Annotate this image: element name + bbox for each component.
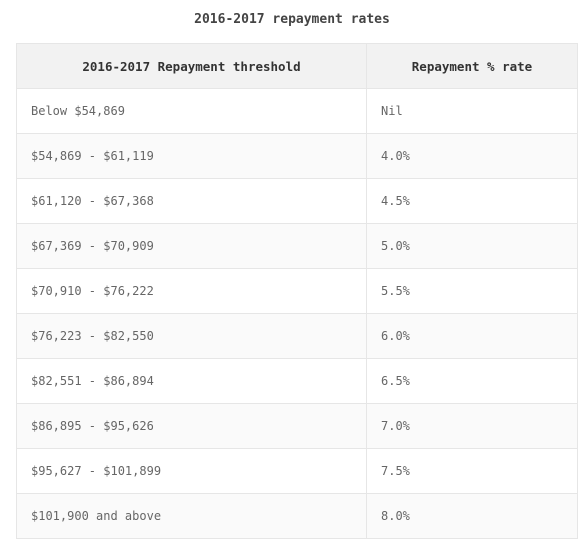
table-row: $76,223 - $82,550 6.0% xyxy=(16,313,578,359)
header-threshold: 2016-2017 Repayment threshold xyxy=(16,43,367,89)
rate-cell: 8.0% xyxy=(366,493,578,539)
rate-cell: 5.5% xyxy=(366,268,578,314)
rate-cell: 4.5% xyxy=(366,178,578,224)
header-rate: Repayment % rate xyxy=(366,43,578,89)
rate-cell: 4.0% xyxy=(366,133,578,179)
threshold-cell: $70,910 - $76,222 xyxy=(16,268,367,314)
rate-cell: 6.5% xyxy=(366,358,578,404)
threshold-cell: $101,900 and above xyxy=(16,493,367,539)
repayment-rates-table: 2016-2017 Repayment threshold Repayment … xyxy=(16,43,578,539)
table-header-row: 2016-2017 Repayment threshold Repayment … xyxy=(16,43,578,89)
rate-cell: 5.0% xyxy=(366,223,578,269)
table-row: $70,910 - $76,222 5.5% xyxy=(16,268,578,314)
table-row: $54,869 - $61,119 4.0% xyxy=(16,133,578,179)
threshold-cell: $95,627 - $101,899 xyxy=(16,448,367,494)
table-row: $67,369 - $70,909 5.0% xyxy=(16,223,578,269)
table-caption: 2016-2017 repayment rates xyxy=(194,12,390,27)
table-row: $95,627 - $101,899 7.5% xyxy=(16,448,578,494)
rate-cell: Nil xyxy=(366,88,578,134)
threshold-cell: $86,895 - $95,626 xyxy=(16,403,367,449)
threshold-cell: $67,369 - $70,909 xyxy=(16,223,367,269)
threshold-cell: $76,223 - $82,550 xyxy=(16,313,367,359)
table-row: $101,900 and above 8.0% xyxy=(16,493,578,539)
table-row: Below $54,869 Nil xyxy=(16,88,578,134)
table-row: $61,120 - $67,368 4.5% xyxy=(16,178,578,224)
rate-cell: 7.5% xyxy=(366,448,578,494)
threshold-cell: Below $54,869 xyxy=(16,88,367,134)
rate-cell: 7.0% xyxy=(366,403,578,449)
rate-cell: 6.0% xyxy=(366,313,578,359)
threshold-cell: $61,120 - $67,368 xyxy=(16,178,367,224)
table-row: $86,895 - $95,626 7.0% xyxy=(16,403,578,449)
threshold-cell: $54,869 - $61,119 xyxy=(16,133,367,179)
table-row: $82,551 - $86,894 6.5% xyxy=(16,358,578,404)
threshold-cell: $82,551 - $86,894 xyxy=(16,358,367,404)
